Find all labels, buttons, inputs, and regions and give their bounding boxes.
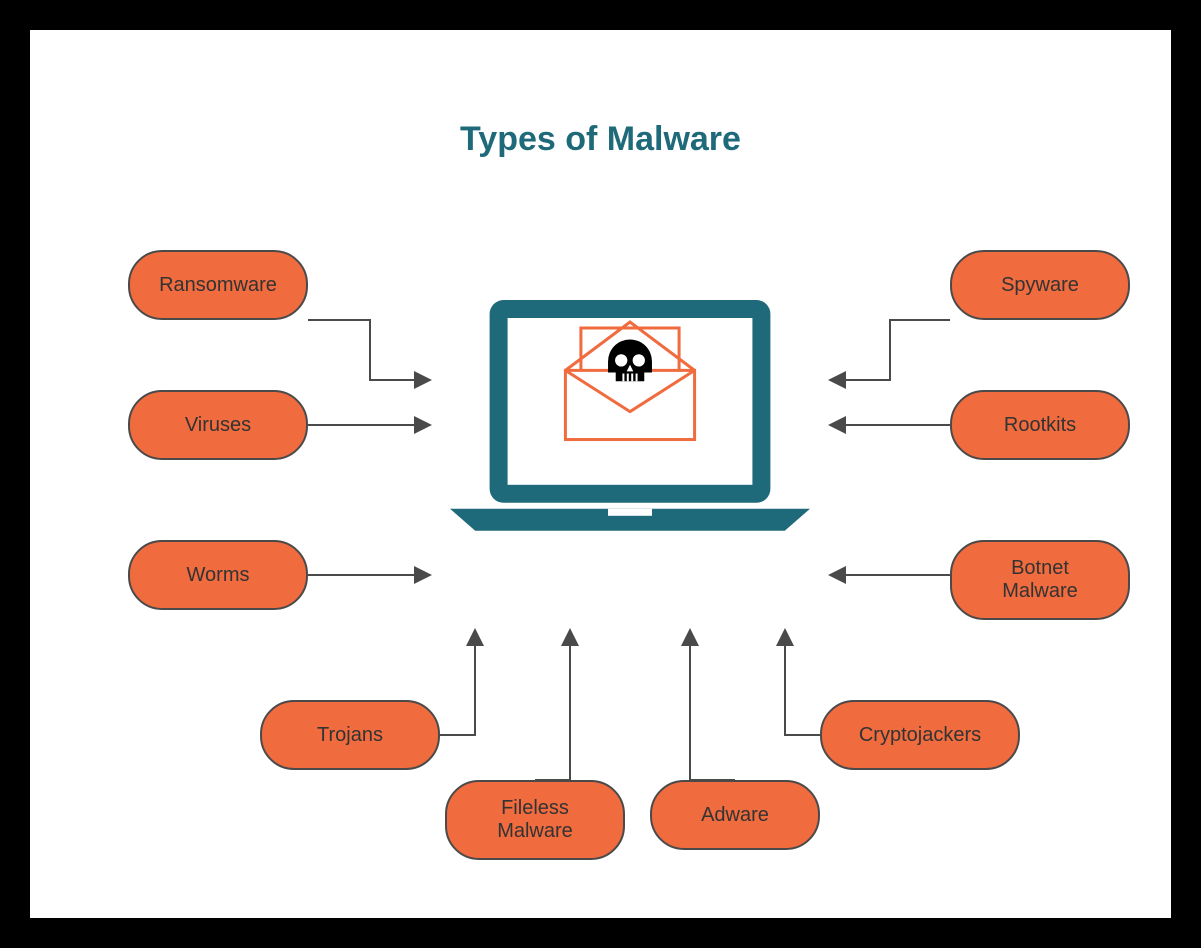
arrow-fileless [535, 630, 570, 780]
node-crypto: Cryptojackers [820, 700, 1020, 770]
arrow-adware [690, 630, 735, 780]
node-worms: Worms [128, 540, 308, 610]
diagram-frame: Types of Malware Ransomware Viruses Worms S… [0, 0, 1201, 948]
malware-envelope-icon [565, 322, 694, 440]
node-ransomware: Ransomware [128, 250, 308, 320]
node-botnet: Botnet Malware [950, 540, 1130, 620]
node-trojans: Trojans [260, 700, 440, 770]
node-adware: Adware [650, 780, 820, 850]
arrow-trojans [440, 630, 475, 735]
node-viruses: Viruses [128, 390, 308, 460]
arrow-spyware [830, 320, 950, 380]
diagram-canvas: Types of Malware Ransomware Viruses Worms S… [30, 30, 1171, 918]
arrow-ransomware [308, 320, 430, 380]
laptop-malware-icon [450, 300, 810, 531]
diagram-title: Types of Malware [30, 120, 1171, 159]
skull-icon [608, 339, 652, 381]
node-rootkits: Rootkits [950, 390, 1130, 460]
arrow-crypto [785, 630, 820, 735]
node-spyware: Spyware [950, 250, 1130, 320]
node-fileless: Fileless Malware [445, 780, 625, 860]
